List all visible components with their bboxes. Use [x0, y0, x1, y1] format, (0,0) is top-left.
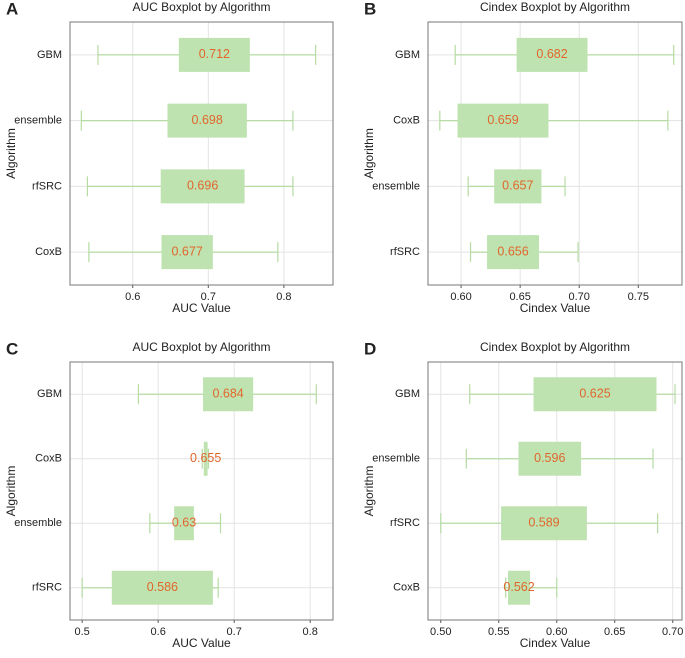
y-tick-label: ensemble: [372, 453, 420, 465]
value-label: 0.696: [187, 179, 218, 193]
box: [494, 169, 542, 204]
y-tick-label: ensemble: [14, 115, 62, 127]
x-tick-label: 0.55: [488, 626, 509, 638]
box: [533, 377, 657, 412]
value-label: 0.677: [172, 244, 203, 258]
value-label: 0.562: [503, 580, 534, 594]
value-label: 0.63: [172, 516, 196, 530]
y-tick-label: GBM: [395, 49, 420, 61]
panel-letter: A: [6, 0, 18, 18]
y-axis-label: Algorithm: [4, 466, 18, 517]
value-label: 0.655: [190, 451, 221, 465]
y-tick-label: CoxB: [393, 115, 420, 127]
value-label: 0.659: [487, 113, 518, 127]
x-tick-label: 0.5: [75, 626, 90, 638]
value-label: 0.682: [536, 47, 567, 61]
y-tick-label: GBM: [37, 49, 62, 61]
plot-border: [69, 361, 334, 621]
box: [167, 103, 247, 138]
x-tick-label: 0.70: [662, 626, 683, 638]
x-axis-label: AUC Value: [172, 636, 231, 650]
value-label: 0.712: [199, 47, 230, 61]
panel-letter: C: [6, 339, 18, 358]
y-tick-label: rfSRC: [32, 582, 62, 594]
x-tick-label: 0.65: [509, 291, 530, 303]
x-tick-label: 0.7: [227, 626, 242, 638]
value-label: 0.589: [528, 516, 559, 530]
y-tick-label: rfSRC: [390, 246, 420, 258]
x-axis-label: Cindex Value: [520, 301, 591, 315]
x-tick-label: 0.7: [201, 291, 216, 303]
box: [203, 377, 254, 412]
x-tick-label: 0.60: [450, 291, 471, 303]
value-label: 0.684: [212, 387, 243, 401]
x-tick-label: 0.50: [430, 626, 451, 638]
x-tick-label: 0.6: [125, 291, 140, 303]
box: [518, 441, 582, 476]
x-tick-label: 0.8: [276, 291, 291, 303]
y-tick-label: CoxB: [35, 453, 62, 465]
box: [501, 506, 587, 541]
value-label: 0.625: [579, 387, 610, 401]
y-tick-label: CoxB: [393, 582, 420, 594]
x-tick-label: 0.65: [604, 626, 625, 638]
x-tick-label: 0.75: [628, 291, 649, 303]
x-axis-label: Cindex Value: [520, 636, 591, 650]
box: [160, 169, 245, 204]
panel-letter: B: [364, 0, 376, 18]
panel-title: AUC Boxplot by Algorithm: [132, 340, 270, 354]
x-tick-label: 0.6: [151, 626, 166, 638]
x-axis-label: AUC Value: [172, 301, 231, 315]
box: [508, 570, 531, 605]
y-tick-label: rfSRC: [390, 517, 420, 529]
panel-title: Cindex Boxplot by Algorithm: [480, 340, 630, 354]
value-label: 0.656: [497, 244, 528, 258]
value-label: 0.698: [192, 113, 223, 127]
box: [161, 235, 213, 270]
plot-border: [69, 21, 334, 286]
y-axis-label: Algorithm: [362, 466, 376, 517]
y-tick-label: GBM: [395, 388, 420, 400]
plot-border: [427, 361, 683, 621]
box: [111, 570, 213, 605]
panel-letter: D: [364, 339, 376, 358]
box: [457, 103, 549, 138]
plot-border: [427, 21, 683, 286]
x-tick-label: 0.8: [303, 626, 318, 638]
panel-title: AUC Boxplot by Algorithm: [132, 0, 270, 14]
x-tick-label: 0.70: [569, 291, 590, 303]
panel: 0.5 0.6 0.7 0.8 GBM 0.684 CoxB 0.655 ensemble 0.6…: [4, 339, 334, 650]
panel: 0.50 0.55 0.60 0.65 0.70 GBM 0.625 ensemble 0.59…: [362, 339, 683, 650]
box: [178, 37, 250, 72]
box: [487, 235, 540, 270]
value-label: 0.657: [502, 179, 533, 193]
y-axis-label: Algorithm: [4, 128, 18, 179]
panel: 0.60 0.65 0.70 0.75 GBM 0.682 CoxB 0.659 ensembl…: [362, 0, 683, 315]
y-tick-label: ensemble: [372, 180, 420, 192]
y-axis-label: Algorithm: [362, 128, 376, 179]
y-tick-label: ensemble: [14, 517, 62, 529]
y-tick-label: rfSRC: [32, 180, 62, 192]
x-tick-label: 0.60: [546, 626, 567, 638]
panel: 0.6 0.7 0.8 GBM 0.712 ensemble 0.698 rfSRC 0.696…: [4, 0, 334, 315]
box: [516, 37, 588, 72]
value-label: 0.586: [147, 580, 178, 594]
box: [174, 506, 194, 541]
value-label: 0.596: [534, 451, 565, 465]
y-tick-label: CoxB: [35, 246, 62, 258]
panel-title: Cindex Boxplot by Algorithm: [480, 0, 630, 14]
y-tick-label: GBM: [37, 388, 62, 400]
box: [203, 441, 208, 476]
